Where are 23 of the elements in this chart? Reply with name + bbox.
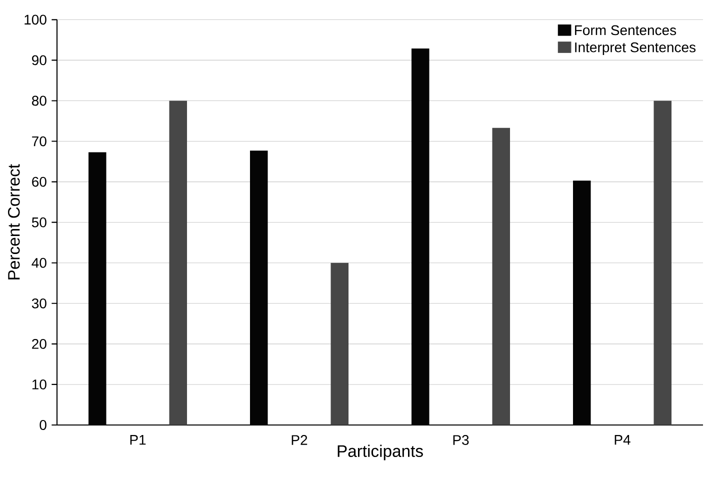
- y-tick-label: 10: [32, 380, 46, 390]
- x-tick-label: P1: [130, 435, 146, 445]
- x-tick-label: P2: [292, 435, 308, 445]
- y-tick-label: 70: [32, 136, 46, 146]
- legend-label: Interpret Sentences: [575, 42, 696, 56]
- y-tick-label: 0: [40, 420, 46, 430]
- bar: [169, 100, 188, 425]
- bar: [330, 262, 349, 425]
- x-tick-label: P4: [614, 435, 630, 445]
- y-tick-label: 20: [32, 338, 46, 349]
- y-tick-label: 100: [24, 14, 46, 25]
- y-tick-label: 50: [32, 217, 46, 228]
- y-axis-title: Percent Correct: [8, 164, 20, 280]
- y-tick-label: 30: [32, 298, 46, 308]
- y-tick-label: 80: [32, 96, 46, 106]
- bar: [654, 100, 672, 425]
- y-tick-label: 40: [32, 258, 46, 268]
- x-axis-title: Participants: [338, 444, 423, 460]
- bar: [492, 128, 510, 425]
- x-tick-label: P3: [453, 435, 469, 445]
- legend-label: Form Sentences: [575, 25, 676, 36]
- y-tick-label: 60: [32, 176, 46, 187]
- y-tick-label: 90: [32, 55, 46, 66]
